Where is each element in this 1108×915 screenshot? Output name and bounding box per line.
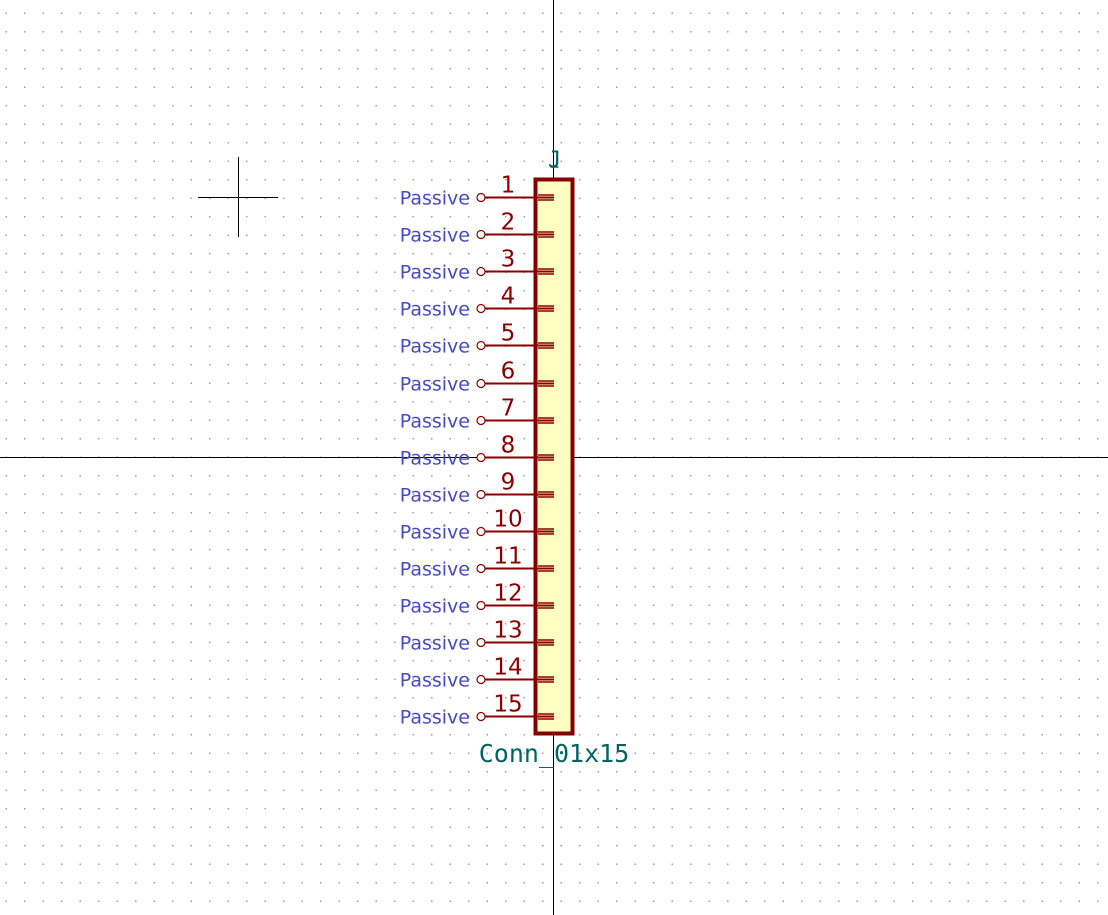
pin-number: 12 xyxy=(493,581,522,607)
pins-group: 1 Passive 2 Passive 3 Passive 4 Passive 5 Passive… xyxy=(400,173,554,729)
pin-number: 3 xyxy=(501,247,516,273)
pin-electrical-type: Passive xyxy=(400,485,470,507)
pin-connection-point[interactable] xyxy=(476,266,486,277)
pin-electrical-type: Passive xyxy=(400,299,470,321)
pin-number: 8 xyxy=(501,433,516,459)
pin-2[interactable]: 2 Passive xyxy=(400,210,554,247)
pin-connection-point[interactable] xyxy=(476,452,486,463)
pin-electrical-type: Passive xyxy=(400,188,470,210)
component-value[interactable]: Conn_01x15 xyxy=(479,739,630,768)
pin-7[interactable]: 7 Passive xyxy=(400,396,554,433)
pin-number: 13 xyxy=(493,618,522,644)
pin-number: 2 xyxy=(501,210,516,236)
pin-electrical-type: Passive xyxy=(400,596,470,618)
pin-connection-point[interactable] xyxy=(476,489,486,500)
pin-connection-point[interactable] xyxy=(476,674,486,685)
pin-5[interactable]: 5 Passive xyxy=(400,321,554,358)
pin-number: 9 xyxy=(501,470,516,496)
pin-connection-point[interactable] xyxy=(476,303,486,314)
pin-electrical-type: Passive xyxy=(400,262,470,284)
pin-connection-point[interactable] xyxy=(476,526,486,537)
pin-connection-point[interactable] xyxy=(476,378,486,389)
pin-12[interactable]: 12 Passive xyxy=(400,581,554,618)
pin-connection-point[interactable] xyxy=(476,340,486,351)
pin-electrical-type: Passive xyxy=(400,448,470,470)
pin-electrical-type: Passive xyxy=(400,633,470,655)
pin-number: 4 xyxy=(501,284,516,310)
pin-electrical-type: Passive xyxy=(400,225,470,247)
pin-number: 5 xyxy=(501,321,516,347)
pin-number: 14 xyxy=(493,655,522,681)
pin-connection-point[interactable] xyxy=(476,229,486,240)
pin-connection-point[interactable] xyxy=(476,415,486,426)
pin-electrical-type: Passive xyxy=(400,374,470,396)
pin-1[interactable]: 1 Passive xyxy=(400,173,554,210)
pin-electrical-type: Passive xyxy=(400,522,470,544)
crosshair-cursor-icon xyxy=(198,157,278,237)
pin-electrical-type: Passive xyxy=(400,670,470,692)
pin-15[interactable]: 15 Passive xyxy=(400,692,554,729)
pin-10[interactable]: 10 Passive xyxy=(400,507,554,544)
pin-connection-point[interactable] xyxy=(476,711,486,722)
pin-electrical-type: Passive xyxy=(400,336,470,358)
pin-number: 1 xyxy=(501,173,516,199)
pin-connection-point[interactable] xyxy=(476,563,486,574)
pin-connection-point[interactable] xyxy=(476,192,486,203)
pin-3[interactable]: 3 Passive xyxy=(400,247,554,284)
pin-connection-point[interactable] xyxy=(476,637,486,648)
pin-14[interactable]: 14 Passive xyxy=(400,655,554,692)
pin-number: 15 xyxy=(493,692,522,718)
pin-11[interactable]: 11 Passive xyxy=(400,544,554,581)
pin-connection-point[interactable] xyxy=(476,600,486,611)
pin-electrical-type: Passive xyxy=(400,559,470,581)
pin-13[interactable]: 13 Passive xyxy=(400,618,554,655)
pin-6[interactable]: 6 Passive xyxy=(400,359,554,396)
pin-number: 6 xyxy=(501,359,516,385)
pin-8[interactable]: 8 Passive xyxy=(400,433,554,470)
pin-4[interactable]: 4 Passive xyxy=(400,284,554,321)
pin-number: 7 xyxy=(501,396,516,422)
reference-designator[interactable]: J xyxy=(548,148,561,173)
pin-number: 11 xyxy=(493,544,522,570)
pin-electrical-type: Passive xyxy=(400,411,470,433)
pin-electrical-type: Passive xyxy=(400,707,470,729)
pin-number: 10 xyxy=(493,507,522,533)
pin-9[interactable]: 9 Passive xyxy=(400,470,554,507)
